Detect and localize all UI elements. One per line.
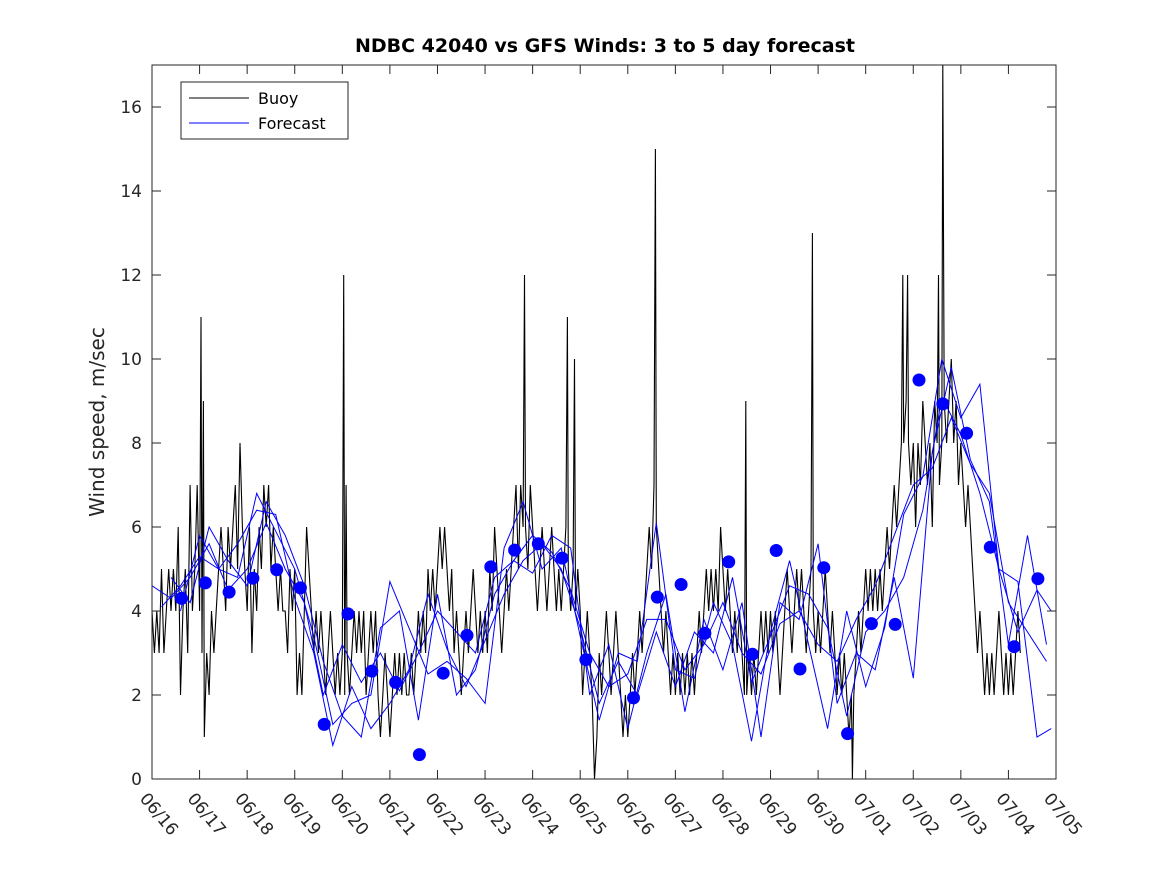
legend-buoy-label: Buoy bbox=[258, 89, 298, 108]
forecast-marker bbox=[579, 653, 593, 667]
buoy-line bbox=[152, 65, 1021, 779]
x-tick-label: 06/26 bbox=[611, 789, 658, 839]
forecast-marker bbox=[293, 581, 307, 595]
forecast-marker bbox=[175, 591, 188, 605]
forecast-marker bbox=[888, 617, 902, 631]
forecast-marker bbox=[864, 617, 878, 631]
forecast-marker bbox=[436, 666, 450, 680]
forecast-marker bbox=[1031, 572, 1045, 586]
x-tick-label: 06/24 bbox=[516, 789, 563, 839]
forecast-marker bbox=[508, 543, 522, 557]
forecast-marker bbox=[341, 607, 355, 621]
x-tick-label: 06/21 bbox=[373, 789, 420, 839]
plot-area bbox=[151, 64, 1057, 794]
legend-forecast-label: Forecast bbox=[258, 114, 326, 133]
legend-box bbox=[180, 81, 349, 140]
x-tick-label: 06/30 bbox=[801, 789, 848, 839]
x-tick-label: 06/28 bbox=[706, 789, 753, 839]
forecast-marker bbox=[603, 781, 616, 794]
y-axis: 0 2 4 6 8 10 12 14 16 bbox=[120, 98, 1056, 790]
forecast-marker bbox=[222, 585, 236, 599]
forecast-marker bbox=[484, 560, 498, 574]
x-tick-label: 07/04 bbox=[992, 789, 1039, 839]
x-tick-label: 07/01 bbox=[849, 789, 896, 839]
forecast-marker bbox=[412, 748, 426, 762]
forecast-marker bbox=[983, 540, 997, 554]
x-tick-label: 06/25 bbox=[563, 789, 610, 839]
forecast-marker bbox=[912, 373, 926, 387]
plot-frame bbox=[151, 64, 1057, 780]
x-tick-label: 07/03 bbox=[944, 789, 991, 839]
x-tick-label: 06/23 bbox=[468, 789, 515, 839]
forecast-marker bbox=[555, 551, 569, 565]
chart-title: NDBC 42040 vs GFS Winds: 3 to 5 day fore… bbox=[355, 35, 855, 57]
forecast-marker bbox=[793, 662, 807, 676]
y-tick-label: 6 bbox=[131, 518, 142, 538]
forecast-marker bbox=[960, 426, 974, 440]
forecast-marker bbox=[936, 397, 950, 411]
y-tick-label: 2 bbox=[131, 686, 142, 706]
forecast-series bbox=[152, 358, 1052, 748]
x-tick-label: 06/17 bbox=[183, 789, 230, 839]
forecast-line-2 bbox=[161, 395, 1052, 748]
x-tick-label: 07/05 bbox=[1039, 789, 1086, 839]
y-tick-label: 16 bbox=[120, 98, 142, 118]
legend: Buoy Forecast bbox=[180, 81, 349, 140]
forecast-marker bbox=[198, 576, 212, 590]
forecast-line-4 bbox=[180, 358, 1052, 742]
forecast-marker bbox=[817, 561, 831, 575]
forecast-marker bbox=[317, 717, 331, 731]
forecast-marker bbox=[365, 664, 379, 678]
forecast-marker bbox=[650, 590, 664, 604]
forecast-marker bbox=[531, 537, 545, 551]
forecast-marker bbox=[674, 578, 688, 591]
y-tick-label: 8 bbox=[131, 434, 142, 454]
y-tick-label: 12 bbox=[120, 266, 142, 286]
forecast-marker bbox=[698, 626, 712, 640]
plot-background bbox=[152, 65, 1056, 779]
x-tick-label: 06/27 bbox=[659, 789, 706, 839]
forecast-marker bbox=[722, 555, 736, 569]
y-tick-label: 10 bbox=[120, 350, 142, 370]
y-tick-label: 14 bbox=[120, 182, 142, 202]
x-tick-label: 06/16 bbox=[135, 789, 182, 839]
forecast-marker bbox=[460, 628, 474, 642]
x-tick-label: 06/29 bbox=[754, 789, 801, 839]
x-tick-label: 06/22 bbox=[421, 789, 468, 839]
y-axis-label: Wind speed, m/sec bbox=[85, 327, 109, 517]
x-tick-label: 06/19 bbox=[278, 789, 325, 839]
forecast-marker bbox=[1007, 640, 1021, 654]
forecast-markers bbox=[175, 373, 1045, 794]
buoy-series bbox=[152, 65, 1021, 779]
forecast-marker bbox=[627, 691, 640, 705]
forecast-marker bbox=[841, 727, 855, 741]
forecast-marker bbox=[270, 563, 284, 577]
y-tick-label: 4 bbox=[131, 602, 142, 622]
forecast-marker bbox=[769, 544, 783, 557]
x-tick-label: 07/02 bbox=[896, 789, 943, 839]
x-tick-label: 06/20 bbox=[325, 789, 372, 839]
forecast-marker bbox=[389, 675, 403, 689]
y-tick-label: 0 bbox=[131, 770, 142, 790]
forecast-marker bbox=[745, 647, 759, 661]
x-tick-label: 06/18 bbox=[230, 789, 277, 839]
forecast-marker bbox=[246, 571, 260, 585]
forecast-line-3 bbox=[170, 367, 1047, 739]
